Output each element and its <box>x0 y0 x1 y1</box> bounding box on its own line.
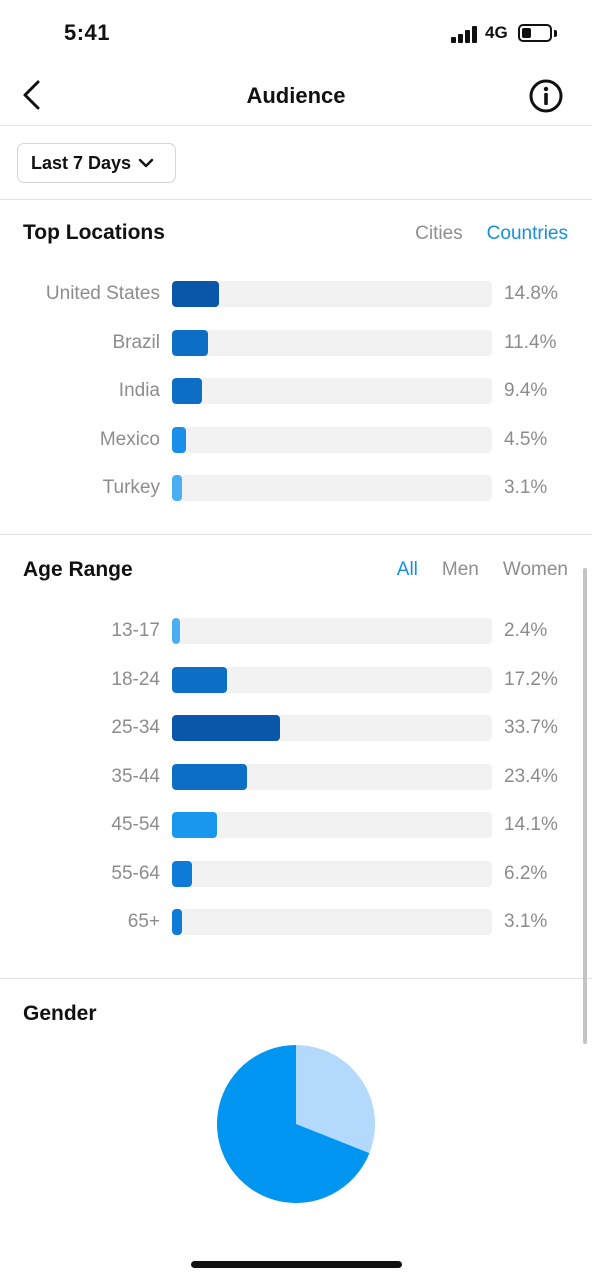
location-row: India 9.4% <box>0 378 592 404</box>
tab-women[interactable]: Women <box>502 559 568 580</box>
age-bar-fill <box>172 763 247 790</box>
age-bar-track <box>172 715 492 741</box>
info-icon[interactable] <box>528 78 564 114</box>
age-label: 25-34 <box>111 717 160 738</box>
age-row: 18-24 17.2% <box>0 666 592 693</box>
location-bar-track <box>172 475 492 501</box>
age-row: 45-54 14.1% <box>0 812 592 838</box>
age-bar-fill <box>172 860 192 887</box>
location-value: 9.4% <box>504 380 548 401</box>
scrollbar[interactable] <box>583 568 587 1044</box>
age-row: 25-34 33.7% <box>0 715 592 741</box>
location-value: 4.5% <box>504 428 548 450</box>
tab-cities[interactable]: Cities <box>415 223 463 244</box>
location-value: 11.4% <box>504 331 557 353</box>
status-time: 5:41 <box>64 20 111 45</box>
age-value: 14.1% <box>504 814 558 835</box>
battery-level <box>522 28 532 38</box>
gender-pie-slice <box>296 1045 375 1154</box>
location-bar-fill <box>172 329 209 356</box>
age-row: 13-17 2.4% <box>0 618 592 644</box>
age-value: 2.4% <box>504 620 548 641</box>
top-locations-section: Top Locations Cities Countries United St… <box>0 200 592 534</box>
age-bar-fill <box>172 909 182 935</box>
age-label: 35-44 <box>111 765 160 787</box>
section-divider <box>0 534 592 535</box>
location-tabs: Cities Countries <box>415 223 568 245</box>
age-bar-track <box>172 812 492 838</box>
age-value: 33.7% <box>504 717 558 738</box>
age-label: 65+ <box>127 911 160 932</box>
navigation-bar: Audience <box>0 66 592 126</box>
age-bar-track <box>172 860 492 887</box>
gender-pie-chart <box>217 1045 375 1203</box>
age-range-tabs: All Men Women <box>397 559 568 581</box>
page-title: Audience <box>246 83 346 108</box>
gender-title: Gender <box>23 1002 97 1025</box>
age-bar-track <box>172 763 492 790</box>
location-label: Turkey <box>102 477 160 498</box>
location-bar-track <box>172 378 492 404</box>
age-row: 65+ 3.1% <box>0 909 592 935</box>
battery-icon <box>518 24 552 42</box>
location-bar-fill <box>172 475 182 501</box>
section-divider <box>0 978 592 979</box>
age-row: 55-64 6.2% <box>0 860 592 887</box>
location-bar-track <box>172 329 492 356</box>
location-row: United States 14.8% <box>0 281 592 307</box>
age-label: 13-17 <box>111 620 160 641</box>
date-range-label: Last 7 Days <box>31 152 132 173</box>
age-value: 23.4% <box>504 765 558 787</box>
age-label: 18-24 <box>111 668 160 690</box>
location-value: 14.8% <box>504 283 558 304</box>
age-value: 6.2% <box>504 862 548 884</box>
tab-countries[interactable]: Countries <box>486 223 568 244</box>
age-range-section: Age Range All Men Women 13-17 2.4% 18-24 17… <box>0 535 592 978</box>
location-bar-track <box>172 426 492 453</box>
location-label: United States <box>45 283 160 304</box>
location-label: India <box>118 380 160 401</box>
location-bar-fill <box>172 378 203 404</box>
age-bar-fill <box>172 812 218 838</box>
age-bar-track <box>172 618 492 644</box>
network-type: 4G <box>485 23 508 42</box>
back-arrow-icon[interactable] <box>18 78 48 112</box>
location-row: Mexico 4.5% <box>0 426 592 453</box>
home-indicator[interactable] <box>191 1261 402 1268</box>
top-locations-title: Top Locations <box>23 221 165 244</box>
age-bar-track <box>172 909 492 935</box>
age-bar-fill <box>172 666 228 693</box>
gender-pie-slice <box>217 1045 370 1203</box>
age-range-title: Age Range <box>23 558 133 581</box>
age-bar-fill <box>172 715 280 741</box>
chevron-down-icon <box>138 158 154 168</box>
battery-cap <box>554 30 557 37</box>
location-value: 3.1% <box>504 477 548 498</box>
location-label: Brazil <box>112 331 160 353</box>
location-row: Turkey 3.1% <box>0 475 592 501</box>
location-bar-track <box>172 281 492 307</box>
location-bar-fill <box>172 426 187 453</box>
date-filter-area: Last 7 Days <box>0 127 592 200</box>
age-label: 55-64 <box>111 862 160 884</box>
status-bar: 5:41 4G <box>0 0 592 66</box>
age-value: 3.1% <box>504 911 548 932</box>
signal-icon <box>451 25 477 43</box>
tab-all[interactable]: All <box>396 559 418 580</box>
location-bar-fill <box>172 281 220 307</box>
gender-section: Gender <box>0 979 592 1239</box>
age-value: 17.2% <box>504 668 558 690</box>
age-bar-fill <box>172 618 180 644</box>
age-label: 45-54 <box>111 814 160 835</box>
tab-men[interactable]: Men <box>441 559 479 580</box>
location-label: Mexico <box>99 428 160 450</box>
location-row: Brazil 11.4% <box>0 329 592 356</box>
age-bar-track <box>172 666 492 693</box>
age-row: 35-44 23.4% <box>0 763 592 790</box>
date-range-dropdown[interactable]: Last 7 Days <box>17 143 176 183</box>
